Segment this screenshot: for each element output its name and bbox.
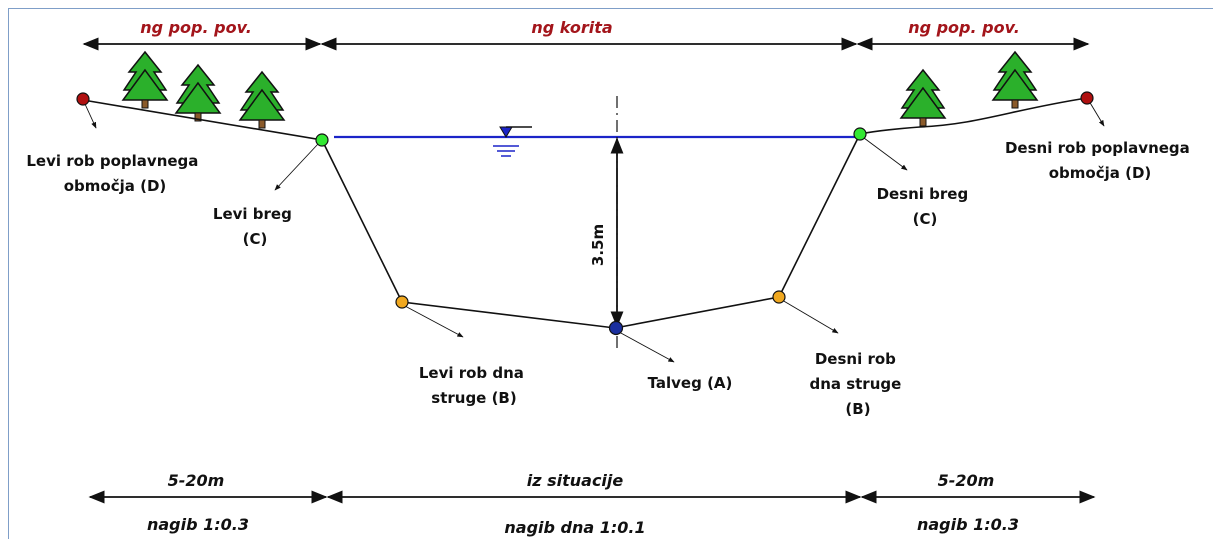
left-floodplain-label: Levi rob poplavnega območja (D) [26,152,203,195]
tree-icon [122,51,168,109]
right-floodplain-label: Desni rob poplavnega območja (D) [1005,139,1195,182]
water-level-icon [493,126,532,157]
right-bed-label: Desni rob dna struge (B) [809,350,906,418]
thalweg-point [608,320,624,336]
bottom-width-middle: iz situacije [527,471,624,490]
left-bank-label: Levi breg (C) [213,205,297,248]
tree-icon [992,51,1038,109]
bottom-slope-right: nagib 1:0.3 [917,515,1019,534]
depth-label: 3.5m [589,224,607,266]
diagram-frame [8,8,1213,539]
left-bank-point [315,133,329,147]
right-bank-label: Desni breg (C) [877,185,974,228]
right-floodplain-point [1080,91,1094,105]
bottom-width-left: 5-20m [168,471,225,490]
top-label-right: ng pop. pov. [908,18,1020,37]
right-bed-point [772,290,786,304]
left-bed-point [395,295,409,309]
leader-lines [84,100,1105,363]
left-bed-label: Levi rob dna struge (B) [419,364,529,407]
top-label-left: ng pop. pov. [140,18,252,37]
left-floodplain-point [76,92,90,106]
bottom-slope-left: nagib 1:0.3 [147,515,249,534]
bottom-width-right: 5-20m [938,471,995,490]
tree-icon [239,71,285,129]
tree-icon [175,64,221,122]
thalweg-label: Talveg (A) [648,374,733,392]
bottom-slope-middle: nagib dna 1:0.1 [504,518,645,537]
top-label-middle: ng korita [531,18,612,37]
tree-icon [900,69,946,127]
right-bank-point [853,127,867,141]
